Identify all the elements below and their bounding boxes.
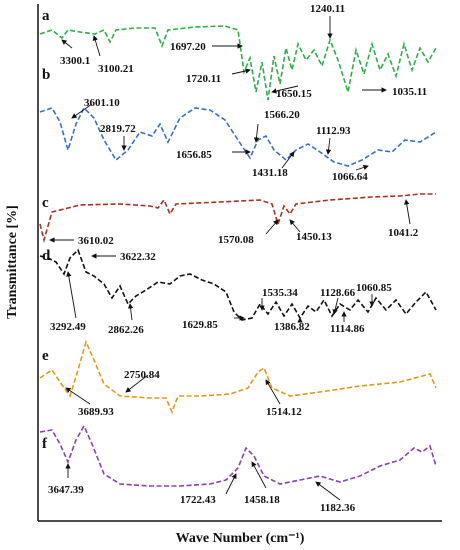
peak-label: 1386.82 xyxy=(274,321,310,333)
peak-label: 1535.34 xyxy=(262,287,298,299)
peak-label: 1240.11 xyxy=(310,3,345,15)
peak-label: 1431.18 xyxy=(252,167,288,179)
panel-label: a xyxy=(42,8,50,24)
peak-label: 1112.93 xyxy=(316,125,351,137)
panel-label: e xyxy=(42,348,49,364)
peak-label: 3622.32 xyxy=(120,251,156,263)
peak-label: 3647.39 xyxy=(48,484,84,496)
peak-label: 1114.86 xyxy=(330,323,365,335)
peak-label: 2862.26 xyxy=(108,324,144,336)
peak-label: 1450.13 xyxy=(296,231,332,243)
peak-label: 1570.08 xyxy=(218,234,254,246)
x-axis-title: Wave Number (cm⁻¹) xyxy=(176,531,305,546)
peak-label: 1629.85 xyxy=(182,319,218,331)
y-axis-title: Transmittance [%] xyxy=(5,205,20,319)
spectrum-c xyxy=(39,193,436,244)
peak-label: 1650.15 xyxy=(276,88,312,100)
peak-label: 3610.02 xyxy=(78,235,114,247)
panel-label: d xyxy=(42,248,51,264)
peak-label: 1035.11 xyxy=(392,86,427,98)
peak-label: 3292.49 xyxy=(50,321,86,333)
peak-label: 2750.84 xyxy=(124,369,160,381)
spectrum-f xyxy=(39,424,437,487)
peak-label: 1182.36 xyxy=(320,502,356,514)
peak-label: 1722.43 xyxy=(180,494,216,506)
peak-label: 3689.93 xyxy=(78,406,114,418)
peak-label: 1458.18 xyxy=(244,494,280,506)
peak-label: 3601.10 xyxy=(84,97,120,109)
peak-label: 1656.85 xyxy=(176,149,212,161)
peak-label: 1066.64 xyxy=(332,171,368,183)
peak-label: 1128.66 xyxy=(320,287,356,299)
spectrum-e xyxy=(39,339,437,415)
peak-label: 1720.11 xyxy=(186,73,221,85)
arrows xyxy=(49,16,411,501)
peak-label: 3300.1 xyxy=(60,55,90,67)
panel-label: c xyxy=(42,195,49,211)
peak-label: 3100.21 xyxy=(98,63,134,75)
peak-label: 1514.12 xyxy=(266,406,302,418)
peak-label: 1041.2 xyxy=(388,227,419,239)
spectrum-a xyxy=(39,25,437,101)
peak-label: 2819.72 xyxy=(100,123,136,135)
panel-label: f xyxy=(42,436,48,452)
spectrum-b xyxy=(39,106,437,167)
peak-label: 1697.20 xyxy=(170,41,206,53)
peak-label: 1060.85 xyxy=(356,282,392,294)
panel-label: b xyxy=(42,67,50,83)
peak-label: 1566.20 xyxy=(264,109,300,121)
